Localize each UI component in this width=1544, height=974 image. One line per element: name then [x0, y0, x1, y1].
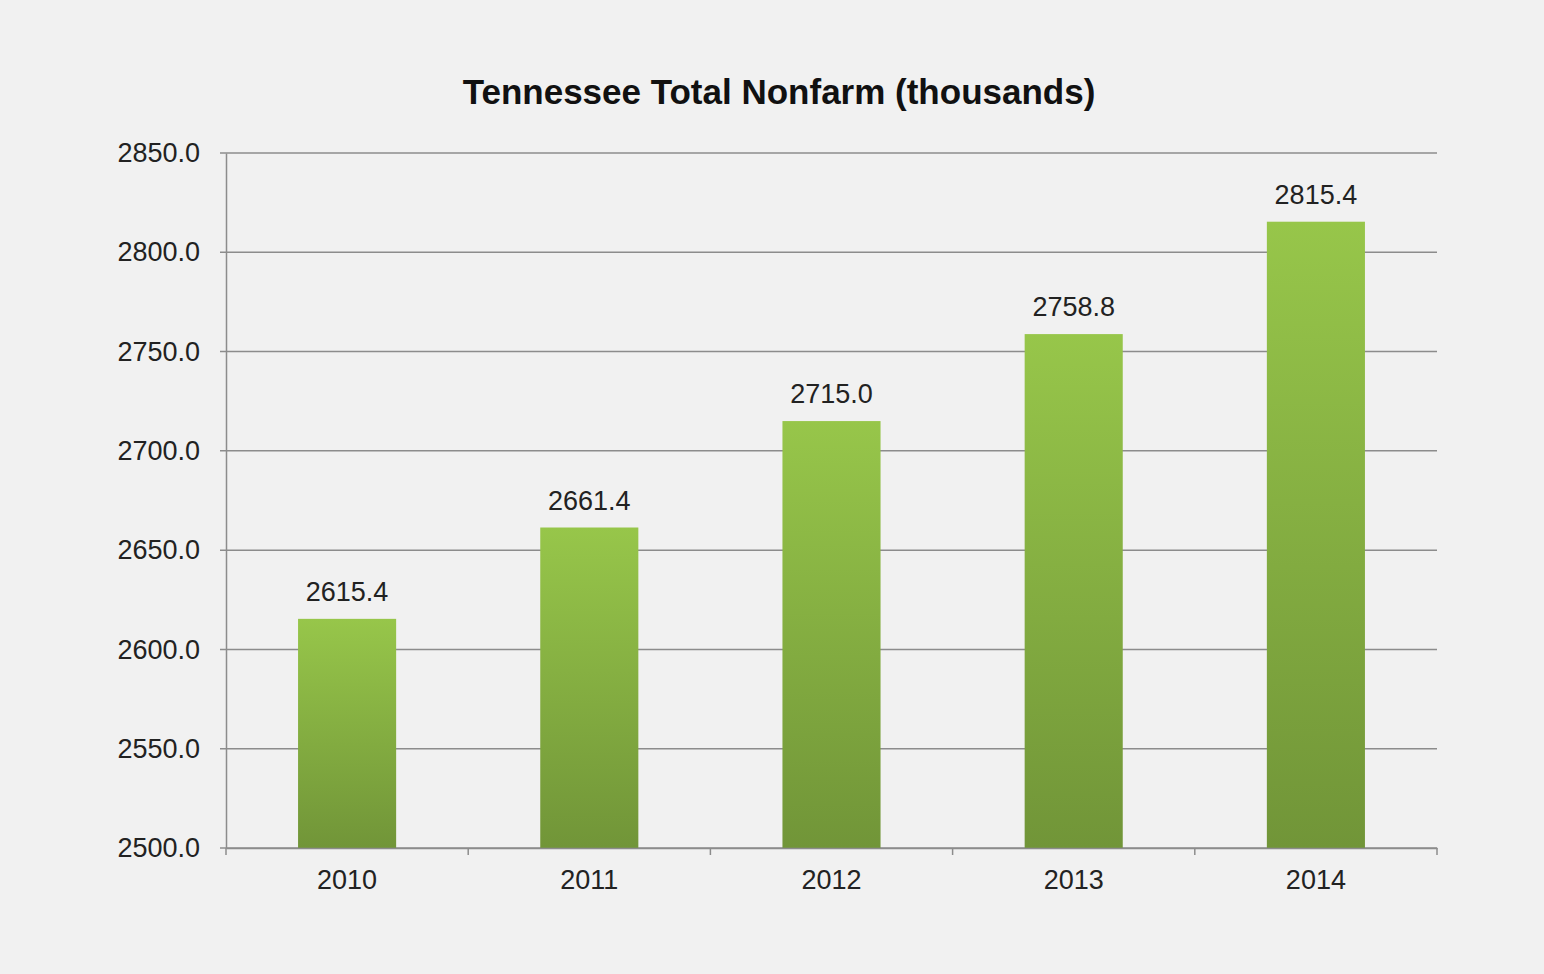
y-tick: 2600.0 — [117, 635, 226, 665]
data-label: 2661.4 — [548, 486, 631, 516]
x-divider — [952, 848, 954, 855]
x-divider — [710, 848, 712, 855]
y-tick-label: 2500.0 — [117, 833, 200, 863]
x-tick-label: 2013 — [1044, 865, 1104, 895]
y-tick: 2650.0 — [117, 535, 226, 565]
x-axis-line — [227, 848, 1438, 850]
x-tick-label: 2011 — [560, 865, 618, 895]
y-tick-label: 2800.0 — [117, 237, 200, 267]
bar — [782, 421, 880, 848]
bar — [540, 528, 638, 848]
grid-line — [220, 252, 1437, 254]
bar — [1267, 222, 1365, 848]
x-tick: 2010 — [317, 848, 377, 895]
x-dividers — [226, 848, 1437, 855]
x-divider — [1194, 848, 1196, 855]
y-tick-label: 2850.0 — [117, 138, 200, 168]
x-tick-label: 2010 — [317, 865, 377, 895]
data-label: 2715.0 — [790, 379, 873, 409]
title: Tennessee Total Nonfarm (thousands) — [463, 72, 1096, 111]
data-label: 2815.4 — [1275, 180, 1358, 210]
data-label: 2615.4 — [306, 577, 389, 607]
y-axis: 2500.0 2550.0 2600.0 2650.0 2700.0 2750.0 2800… — [117, 138, 226, 863]
y-tick: 2500.0 — [117, 833, 226, 863]
x-tick: 2013 — [1044, 848, 1104, 895]
bars — [298, 222, 1365, 848]
y-tick: 2550.0 — [117, 734, 226, 764]
x-divider — [1436, 848, 1438, 855]
y-tick: 2800.0 — [117, 237, 226, 267]
x-divider — [467, 848, 469, 855]
y-axis-line — [226, 154, 228, 849]
y-tick: 2850.0 — [117, 138, 226, 168]
grid — [220, 153, 1437, 848]
x-tick: 2012 — [801, 848, 861, 895]
x-divider — [225, 848, 227, 855]
y-tick-label: 2600.0 — [117, 635, 200, 665]
grid-line — [220, 351, 1437, 353]
x-tick-label: 2014 — [1286, 865, 1346, 895]
bar — [298, 619, 396, 848]
background — [0, 0, 1544, 974]
x-axis: 2010 2011 2012 2013 2014 — [226, 848, 1438, 895]
y-tick-label: 2550.0 — [117, 734, 200, 764]
y-tick-label: 2650.0 — [117, 535, 200, 565]
grid-line — [220, 152, 1437, 154]
plot-area: 2500.0 2550.0 2600.0 2650.0 2700.0 2750.0 2800… — [117, 138, 1437, 895]
y-tick: 2750.0 — [117, 337, 226, 367]
x-tick: 2014 — [1286, 848, 1346, 895]
x-tick-label: 2012 — [801, 865, 861, 895]
y-tick-label: 2750.0 — [117, 337, 200, 367]
y-tick: 2700.0 — [117, 436, 226, 466]
data-label: 2758.8 — [1032, 292, 1115, 322]
y-tick-label: 2700.0 — [117, 436, 200, 466]
x-tick: 2011 — [560, 848, 618, 895]
bar — [1025, 334, 1123, 848]
chart: 2500.0 2550.0 2600.0 2650.0 2700.0 2750.0 2800… — [0, 0, 1544, 974]
data-labels: 2615.4 2661.4 2715.0 2758.8 2815.4 — [306, 180, 1357, 607]
